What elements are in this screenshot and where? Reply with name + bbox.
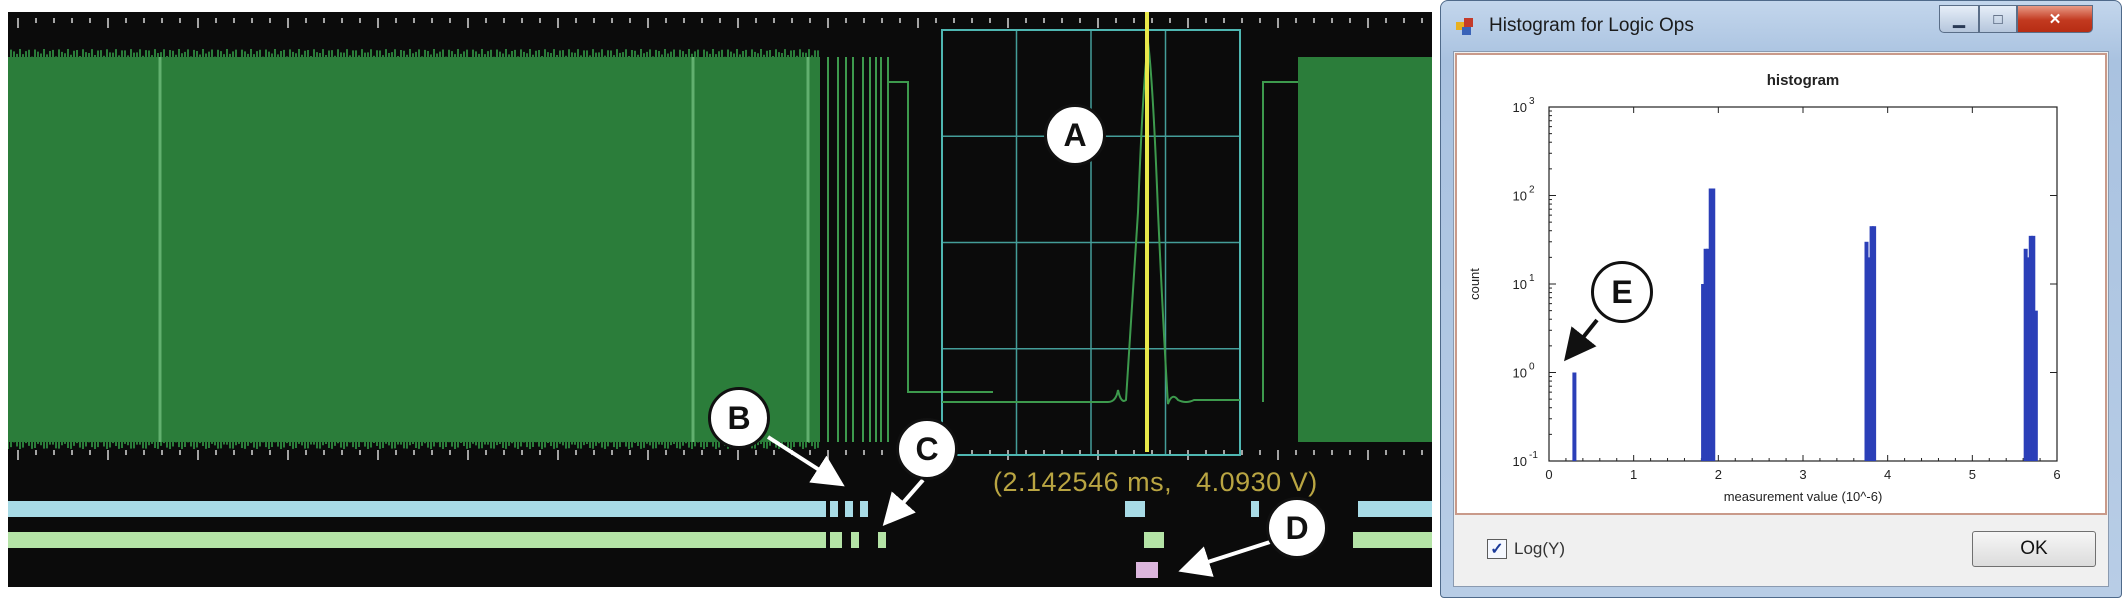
histogram-bar <box>2031 235 2036 461</box>
callout-e-arrow <box>1564 318 1599 362</box>
y-tick-label: 10 <box>1513 100 1527 115</box>
waveform-bright-lines <box>158 57 810 442</box>
histogram-bar <box>1706 248 1711 461</box>
callout-e: E <box>1591 261 1653 323</box>
dialog-title: Histogram for Logic Ops <box>1489 15 1694 36</box>
x-tick-label: 4 <box>1884 467 1891 482</box>
waveform-burst-left <box>8 57 820 442</box>
histogram-dialog: Histogram for Logic Ops ▁ □ ✕ histogram 0… <box>1440 0 2122 598</box>
x-axis-label: measurement value (10^-6) <box>1724 489 1883 504</box>
zoom-window[interactable] <box>941 29 1241 456</box>
maximize-icon: □ <box>1993 10 2003 28</box>
y-tick-label: 10 <box>1513 277 1527 292</box>
close-button[interactable]: ✕ <box>2017 5 2093 33</box>
callout-b: B <box>708 387 770 449</box>
histogram-bar <box>1701 284 1706 461</box>
callout-c-arrow <box>882 478 925 527</box>
minimize-button[interactable]: ▁ <box>1939 5 1979 33</box>
histogram-bar <box>1867 257 1872 461</box>
y-tick-exponent: 2 <box>1529 185 1535 196</box>
histogram-plot: histogram 0 1 2 3 4 5 6 10 -1 10 0 10 1 10 2 10 3 measurem… <box>1455 53 2107 515</box>
histogram-bar <box>2033 310 2038 461</box>
callout-c: C <box>896 418 958 480</box>
waveform-transitions <box>827 57 889 442</box>
logic-track-2-left <box>8 532 826 548</box>
waveform-step <box>888 81 993 393</box>
histogram-bar <box>1572 372 1577 461</box>
log-y-checkbox[interactable]: ✓ <box>1487 539 1507 559</box>
callout-d: D <box>1266 497 1328 559</box>
logic-pulse-track-1 <box>845 501 853 517</box>
waveform-burst-right <box>1298 57 1432 442</box>
dialog-titlebar[interactable]: Histogram for Logic Ops ▁ □ ✕ <box>1441 1 2121 51</box>
cursor-readout: (2.142546 ms, 4.0930 V) <box>993 467 1318 497</box>
histogram-bar <box>1708 188 1713 461</box>
log-y-label[interactable]: Log(Y) <box>1514 539 1566 558</box>
check-icon: ✓ <box>1490 541 1504 558</box>
callout-a: A <box>1044 104 1106 166</box>
waveform-canvas[interactable] <box>8 12 1432 587</box>
histogram-bar <box>1711 188 1716 461</box>
logic-pulse-track-1 <box>1251 501 1259 517</box>
histogram-bar <box>1703 248 1708 461</box>
y-tick-label: 10 <box>1513 189 1527 204</box>
dialog-client-area: histogram 0 1 2 3 4 5 6 10 -1 10 0 10 1 10 2 10 3 measurem… <box>1453 51 2109 587</box>
x-tick-label: 5 <box>1969 467 1976 482</box>
ok-button[interactable]: OK <box>1972 531 2096 567</box>
logic-pulse-track-1 <box>830 501 838 517</box>
x-tick-label: 3 <box>1799 467 1806 482</box>
time-ruler-top <box>17 18 1423 28</box>
callout-d-arrow <box>1178 540 1271 577</box>
y-tick-label: 10 <box>1513 366 1527 381</box>
x-tick-label: 6 <box>2053 467 2060 482</box>
scope-waveform-view[interactable]: (2.142546 ms, 4.0930 V) A B C D <box>8 12 1432 587</box>
y-tick-exponent: 3 <box>1529 96 1535 107</box>
histogram-bar <box>1864 241 1869 461</box>
y-tick-exponent: 1 <box>1529 273 1535 284</box>
minimize-icon: ▁ <box>1953 11 1965 28</box>
histogram-bar <box>1872 226 1877 461</box>
logic-pulse-track-1 <box>860 501 868 517</box>
logic-pulse-track-3 <box>1136 562 1158 578</box>
logic-pulse-track-2 <box>1144 532 1164 548</box>
logic-pulse-track-2 <box>851 532 859 548</box>
histogram-bar <box>2028 235 2033 461</box>
logic-pulse-track-2 <box>878 532 886 548</box>
histogram-bar <box>2026 257 2031 461</box>
x-tick-label: 0 <box>1545 467 1552 482</box>
maximize-button[interactable]: □ <box>1979 5 2017 33</box>
y-axis-label: count <box>1467 268 1482 300</box>
logic-track-1-left <box>8 501 826 517</box>
chart-title: histogram <box>1767 72 1840 89</box>
app-icon <box>1456 18 1473 35</box>
x-tick-label: 1 <box>1630 467 1637 482</box>
logic-pulse-track-2 <box>830 532 842 548</box>
logic-pulse-track-1 <box>1125 501 1145 517</box>
y-tick-exponent: -1 <box>1529 450 1538 461</box>
callout-b-arrow <box>766 435 845 487</box>
x-tick-label: 2 <box>1715 467 1722 482</box>
logic-track-2-right <box>1353 532 1432 548</box>
logic-track-1-right <box>1358 501 1432 517</box>
waveform-step-right <box>1262 81 1298 402</box>
y-tick-label: 10 <box>1513 454 1527 469</box>
close-icon: ✕ <box>2048 11 2062 28</box>
y-tick-exponent: 0 <box>1529 362 1535 373</box>
histogram-bar <box>2023 248 2028 461</box>
histogram-bar <box>1869 226 1874 461</box>
